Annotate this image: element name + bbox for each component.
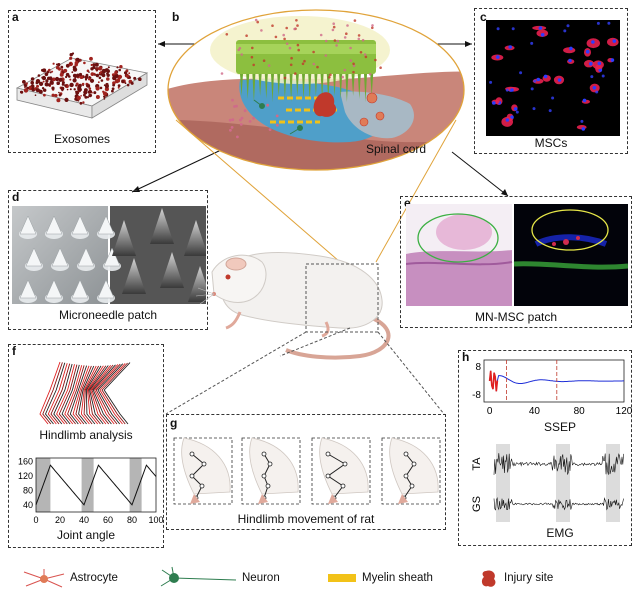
panel-d [8,190,208,330]
emg-channel-label: TA [471,457,483,471]
msc-cells [489,21,619,131]
panel-a [8,10,156,153]
legend-injury-label: Injury site [504,572,554,584]
hindlimb-stick-plot [39,361,131,425]
panel-f [8,344,164,548]
panel-e-label: e [404,196,411,210]
panel-h-caption-bottom: EMG [546,526,574,540]
ja-y-tick: 160 [18,457,33,467]
neuron-icon [160,566,237,587]
ssep-y-tick: 8 [475,362,481,373]
ja-y-tick: 120 [18,471,33,481]
patch-exosomes [220,16,382,139]
panel-f-label: f [12,344,16,358]
panel-h-caption-top: SSEP [543,420,576,434]
legend-neuron-label: Neuron [242,572,280,584]
ssep-y-tick: -8 [472,390,481,401]
panel-h-label: h [462,350,470,364]
panel-a-label: a [12,10,19,24]
emg-plot: TA GS [471,444,624,522]
microneedle-photos [12,206,206,304]
ja-x-tick: 80 [127,515,137,525]
msc-micrograph [486,20,620,136]
microneedle-array [240,74,374,102]
mn-msc-histology [406,204,628,306]
ssep-x-tick: 120 [616,406,632,417]
panel-e-caption: MN-MSC patch [474,310,557,324]
myelin-sheath-icon [328,574,356,582]
ja-y-tick: 40 [23,500,33,510]
ja-x-tick: 40 [79,515,89,525]
panel-c-caption: MSCs [534,136,568,150]
panel-g-label: g [170,416,178,430]
hindlimb-frames [173,437,441,505]
emg-channel-label: GS [471,496,483,512]
ssep-x-tick: 40 [529,406,541,417]
needle-photo-light [19,215,121,303]
ja-x-tick: 0 [33,515,38,525]
panel-g-caption: Hindlimb movement of rat [237,512,375,526]
exosome-cube [15,52,149,119]
legend-myelin-label: Myelin sheath [362,572,433,584]
panel-f-caption-top: Hindlimb analysis [39,428,133,442]
ssep-x-tick: 0 [487,406,493,417]
stick-trajectories [39,361,131,425]
exosome-dots [19,52,142,105]
ja-y-tick: 80 [23,485,33,495]
panel-g [166,414,446,530]
panel-f-caption-bottom: Joint angle [56,528,116,542]
ja-x-tick: 100 [148,515,163,525]
legend: Astrocyte Neuron Myelin sheath Injury si… [0,560,638,596]
legend-astrocyte-label: Astrocyte [70,572,118,584]
panel-b-caption: Spinal cord [366,142,427,156]
panel-c [474,8,628,154]
panel-e [400,196,632,328]
panel-h [458,350,632,546]
ja-x-tick: 20 [55,515,65,525]
panel-c-label: c [480,10,487,24]
ssep-plot: 8 -8 0 40 80 120 [472,359,632,417]
astrocyte-icon [23,569,65,588]
ja-x-tick: 60 [103,515,113,525]
ssep-x-tick: 80 [574,406,586,417]
needle-photo-sem [112,208,206,302]
panel-b-label: b [172,10,180,24]
injury-site-icon [481,570,496,587]
panel-d-caption: Microneedle patch [58,308,158,322]
panel-a-caption: Exosomes [53,132,111,146]
panel-d-label: d [12,190,20,204]
